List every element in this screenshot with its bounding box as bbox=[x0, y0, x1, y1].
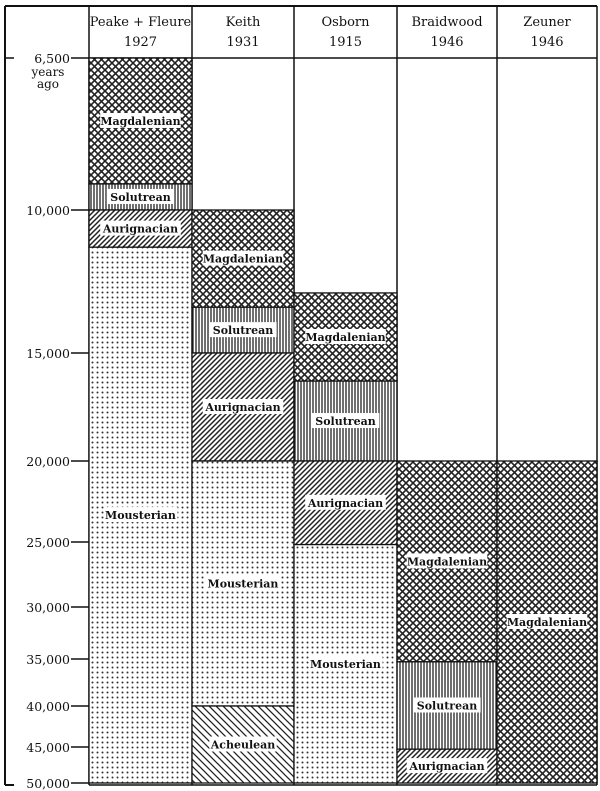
y-tick-label: 30,000 bbox=[26, 600, 70, 615]
y-tick-label: 20,000 bbox=[26, 454, 70, 469]
y-axis-unit-line1: years bbox=[31, 65, 65, 79]
period-label: Mousterian bbox=[105, 509, 176, 522]
period-label-bg bbox=[103, 507, 178, 523]
period-label-bg bbox=[209, 736, 277, 752]
period-label: Mousterian bbox=[310, 658, 381, 671]
column-header-year: 1946 bbox=[430, 35, 463, 50]
period-label: Magdalenian bbox=[407, 555, 487, 568]
period-label-bg bbox=[305, 329, 386, 345]
y-axis: years ago 6,500 10,000 15,000 20,000 25,000 3… bbox=[5, 51, 89, 791]
column-header-name: Keith bbox=[226, 15, 261, 30]
y-axis-unit-line2: ago bbox=[37, 77, 59, 91]
period-label-bg bbox=[305, 494, 386, 510]
column-header-year: 1931 bbox=[226, 35, 259, 50]
period-label-bg bbox=[100, 112, 181, 128]
period-label-bg bbox=[406, 758, 488, 774]
column-header-name: Osborn bbox=[321, 15, 370, 30]
period-label-bg bbox=[311, 413, 380, 429]
y-tick-label: 15,000 bbox=[26, 346, 70, 361]
y-tick-label: 50,000 bbox=[26, 776, 70, 791]
column-header-year: 1927 bbox=[124, 35, 157, 50]
period-label-bg bbox=[506, 614, 588, 629]
period-label: Acheulean bbox=[210, 739, 276, 752]
column-header-name: Peake + Fleure bbox=[90, 15, 192, 30]
period-label-bg bbox=[106, 188, 175, 204]
period-label: Magdalenian bbox=[100, 115, 180, 128]
y-tick-label: 40,000 bbox=[26, 699, 70, 714]
period-label: Magdalenian bbox=[305, 331, 385, 344]
period-label-bg bbox=[202, 399, 284, 414]
period-label: Solutrean bbox=[213, 324, 273, 337]
column-header-name: Braidwood bbox=[411, 15, 482, 30]
column-header-year: 1915 bbox=[329, 35, 362, 50]
column-headers: Peake + Fleure 1927 Keith 1931 Osborn 1915 Bra… bbox=[90, 15, 572, 50]
period-label: Aurignacian bbox=[204, 401, 280, 414]
period-label-bg bbox=[206, 575, 280, 591]
period-label: Mousterian bbox=[208, 578, 279, 591]
period-label: Aurignacian bbox=[408, 760, 484, 773]
period-label: Aurignacian bbox=[307, 497, 383, 510]
period-label: Solutrean bbox=[110, 191, 170, 204]
period-label: Solutrean bbox=[417, 699, 477, 712]
period-label: Magdalenian bbox=[507, 616, 587, 629]
period-label: Magdalenian bbox=[203, 253, 283, 266]
period-label-bg bbox=[413, 697, 481, 713]
y-tick-label: 25,000 bbox=[26, 535, 70, 550]
y-tick-label: 35,000 bbox=[26, 652, 70, 667]
period-label-bg bbox=[202, 250, 284, 266]
y-tick-label: 45,000 bbox=[26, 740, 70, 755]
period-segments: Magdalenian Solutrean Aurignacian Mousteria… bbox=[88, 57, 598, 784]
y-tick-label: 10,000 bbox=[26, 203, 70, 218]
column-header-year: 1946 bbox=[530, 35, 563, 50]
period-label-bg bbox=[406, 553, 488, 569]
period-label-bg bbox=[100, 220, 181, 236]
period-label: Aurignacian bbox=[102, 223, 178, 236]
period-label-bg bbox=[209, 322, 277, 338]
period-label-bg bbox=[308, 655, 383, 671]
period-label: Solutrean bbox=[315, 415, 375, 428]
y-tick-label: 6,500 bbox=[34, 51, 70, 66]
column-header-name: Zeuner bbox=[523, 15, 571, 30]
